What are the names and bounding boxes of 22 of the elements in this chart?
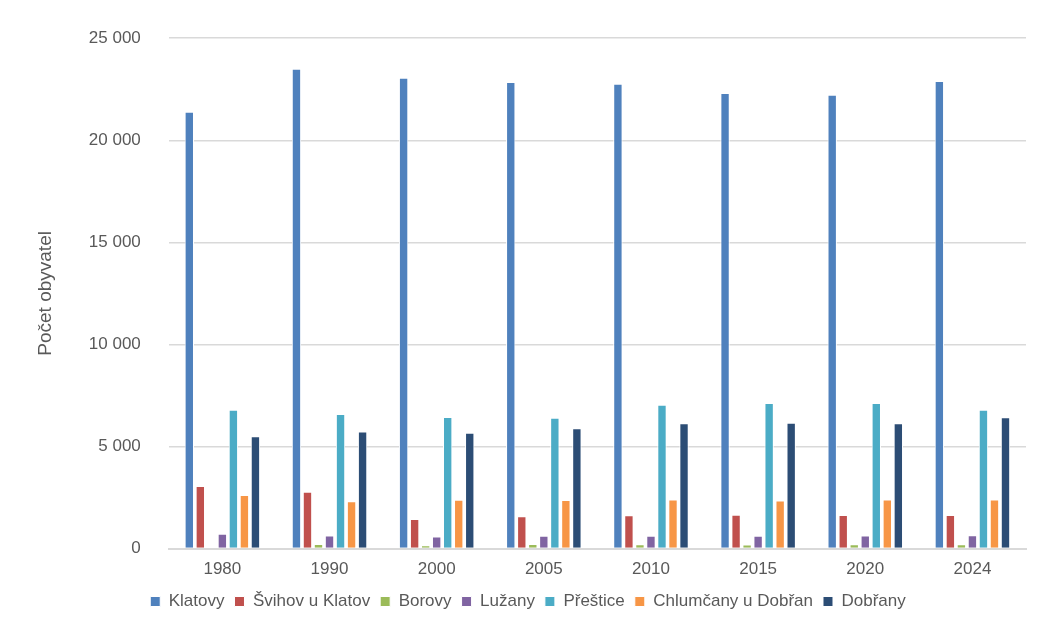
y-axis-title: Počet obyvatel [33,231,55,356]
x-tick-label: 2005 [524,559,563,579]
x-tick-label: 2010 [632,559,670,579]
legend-label: Lužany [480,591,536,611]
legend-label: Přeštice [563,591,625,611]
y-tick-label: 25 000 [88,27,141,47]
legend-label: Borovy [398,591,453,611]
legend-label: Klatovy [168,591,225,611]
y-tick-label: 20 000 [88,129,141,149]
x-tick-label: 1990 [310,559,349,579]
y-tick-label: 10 000 [88,334,141,354]
legend-label: Švihov u Klatov [253,591,371,611]
y-tick-label: 0 [131,538,141,558]
x-tick-label: 2000 [417,559,456,579]
x-tick-label: 2020 [846,559,885,579]
y-tick-label: 5 000 [98,436,141,456]
legend-label: Dobřany [841,591,907,611]
x-tick-label: 2024 [953,559,992,579]
x-tick-label: 1980 [203,559,242,579]
x-tick-label: 2015 [739,559,778,579]
legend-label: Chlumčany u Dobřan [653,591,814,611]
y-tick-label: 15 000 [88,232,141,252]
